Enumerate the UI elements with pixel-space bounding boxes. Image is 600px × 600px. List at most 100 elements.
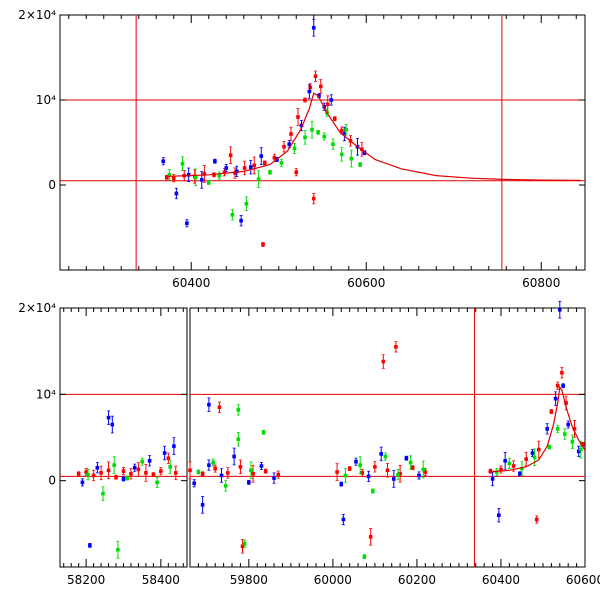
data-point [106, 461, 111, 480]
data-point [296, 108, 300, 126]
data-point [503, 452, 507, 470]
data-point [545, 423, 549, 435]
data-point [392, 470, 396, 488]
data-point [494, 468, 499, 477]
data-point [354, 457, 358, 466]
data-point [80, 478, 85, 487]
data-point [151, 472, 156, 478]
data-point [91, 469, 96, 482]
y-tick-label: 0 [48, 178, 56, 192]
model-curve [488, 385, 586, 473]
data-point [242, 539, 247, 548]
data-point [421, 460, 426, 479]
data-point [358, 456, 362, 474]
data-point [381, 354, 386, 369]
data-point [88, 543, 92, 548]
data-point [490, 471, 495, 487]
data-point [368, 527, 373, 546]
data-point [129, 468, 133, 480]
data-point [162, 445, 167, 461]
data-point [86, 469, 90, 481]
x-tick-label: 60600 [347, 276, 385, 290]
data-point [566, 420, 570, 429]
data-point [335, 463, 339, 481]
data-point [307, 84, 312, 99]
y-tick-label: 10⁴ [36, 387, 56, 401]
data-point [549, 409, 554, 415]
data-point [408, 455, 413, 470]
data-point [239, 215, 243, 227]
data-point [499, 465, 503, 474]
data-point [247, 479, 251, 485]
data-point [172, 437, 176, 455]
data-point [560, 367, 564, 379]
data-point [272, 472, 276, 484]
data-point [576, 445, 581, 457]
data-point [572, 420, 577, 438]
data-point [199, 171, 204, 189]
data-point [553, 391, 558, 406]
data-point [174, 187, 179, 200]
data-point [125, 475, 130, 481]
data-point [289, 126, 293, 142]
data-point [155, 476, 159, 488]
x-tick-label: 60000 [314, 573, 352, 587]
data-point [536, 440, 541, 459]
data-point [563, 428, 567, 440]
data-point [417, 471, 421, 480]
y-tick-label: 10⁴ [36, 93, 56, 107]
data-point [555, 424, 560, 433]
data-point [95, 462, 100, 474]
data-point [213, 464, 218, 473]
data-point [228, 146, 233, 165]
data-point [168, 459, 172, 475]
data-point [339, 481, 344, 487]
data-point [159, 467, 163, 476]
data-point [101, 486, 105, 501]
data-point [121, 476, 126, 482]
data-point [268, 169, 272, 175]
data-point [110, 415, 115, 434]
data-point [161, 157, 166, 166]
data-point [219, 468, 224, 483]
x-tick-label: 58200 [67, 573, 105, 587]
plot-frame-right [189, 307, 586, 568]
data-point [200, 496, 205, 514]
x-tick-label: 58400 [142, 573, 180, 587]
data-point [196, 469, 201, 475]
data-point [394, 341, 398, 353]
data-point [570, 434, 575, 450]
data-point [230, 209, 235, 221]
x-tick-label: 60400 [172, 276, 210, 290]
data-point [236, 432, 241, 447]
lower-panel: 0 10⁴ 2×10⁴ 58200 58400 59800 60000 60200 60400 6… [18, 300, 600, 587]
data-point [366, 470, 371, 482]
data-point [292, 142, 297, 155]
data-point [251, 464, 255, 483]
data-point [294, 168, 299, 177]
data-point [252, 156, 257, 175]
data-point [202, 165, 207, 183]
data-point [347, 466, 352, 471]
data-point [121, 467, 126, 476]
data-point [167, 169, 172, 181]
data-point [147, 455, 152, 467]
data-point [106, 410, 111, 425]
data-point [249, 461, 253, 480]
data-point [224, 163, 229, 173]
data-point [234, 165, 239, 178]
data-point [192, 479, 197, 488]
data-point [232, 447, 236, 466]
data-point [339, 147, 344, 162]
x-tick-label: 59800 [230, 573, 268, 587]
plot-frame [59, 14, 586, 271]
data-point [188, 461, 192, 480]
data-point [310, 120, 314, 139]
data-point [99, 465, 103, 481]
data-point [303, 130, 307, 145]
data-point [226, 467, 230, 479]
data-point [240, 539, 245, 554]
data-point [547, 444, 552, 450]
data-point [398, 464, 402, 483]
data-point [344, 124, 348, 136]
